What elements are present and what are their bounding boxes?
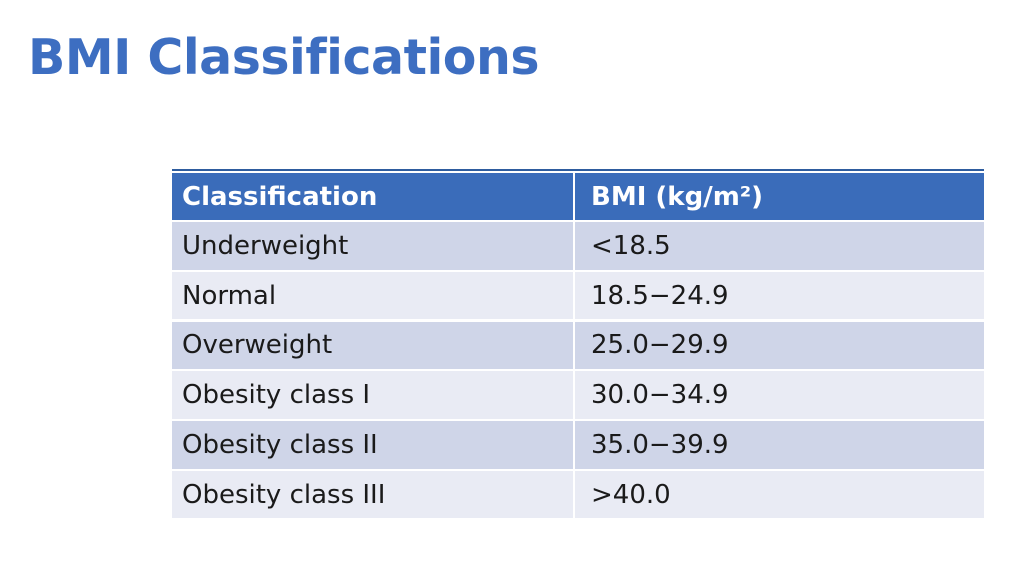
classification-cell: Obesity class II [182,429,378,460]
bmi-value-cell: <18.5 [573,222,984,270]
table-row: Obesity class I 30.0−34.9 [172,371,984,419]
bmi-value-cell: 18.5−24.9 [573,271,984,320]
page-title: BMI Classifications [28,29,540,86]
classification-cell: Normal [182,280,277,311]
table-row: Obesity class II 35.0−39.9 [172,421,984,469]
table-row: Normal 18.5−24.9 [172,271,984,320]
bmi-table: Classification BMI (kg/m²) Underweight <1… [172,169,984,519]
table-header-row: Classification BMI (kg/m²) [172,173,984,220]
table-row: Underweight <18.5 [172,222,984,270]
header-cell-classification: Classification [182,181,378,212]
classification-cell: Obesity class III [182,479,386,510]
classification-cell: Underweight [182,230,349,261]
table-row: Overweight 25.0−29.9 [172,321,984,370]
table-row: Obesity class III >40.0 [172,470,984,519]
bmi-value-cell: 25.0−29.9 [573,321,984,370]
table-top-border [172,169,984,171]
bmi-value-cell: 35.0−39.9 [573,421,984,469]
bmi-value-cell: >40.0 [573,470,984,519]
header-cell-bmi: BMI (kg/m²) [573,173,984,220]
classification-cell: Overweight [182,330,333,361]
classification-cell: Obesity class I [182,380,371,411]
bmi-value-cell: 30.0−34.9 [573,371,984,419]
table-body: Underweight <18.5 Normal 18.5−24.9 Overweigh… [172,222,984,519]
